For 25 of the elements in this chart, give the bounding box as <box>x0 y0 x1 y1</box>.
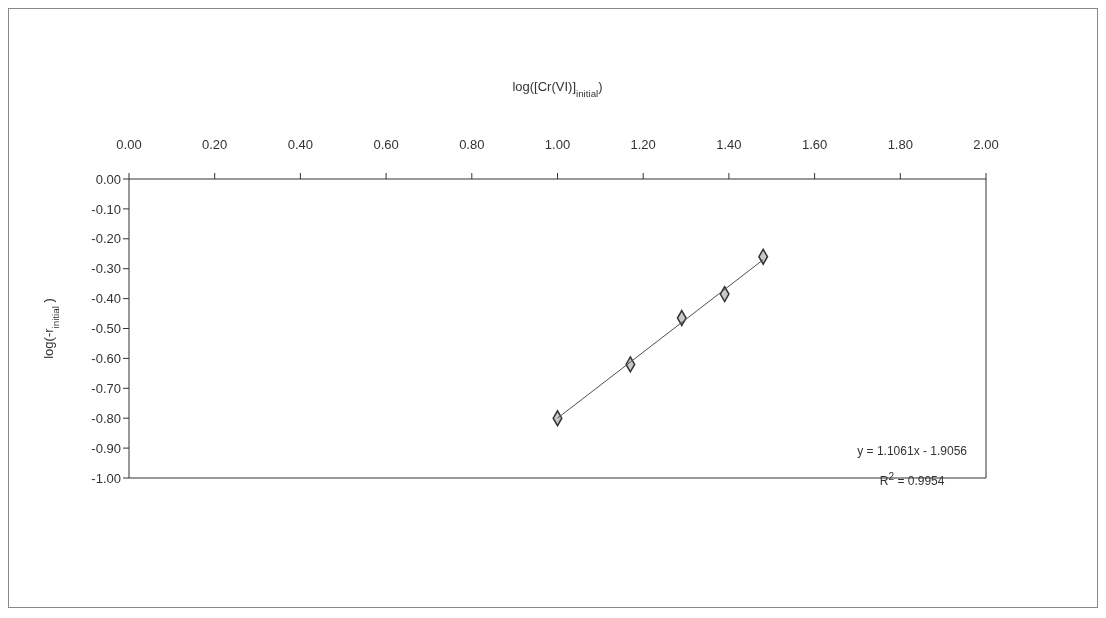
annotation: R$^{2}$ = 0.9954 <box>878 470 946 490</box>
x-tick-label: 0.80 <box>459 137 485 152</box>
x-axis-title: log([Cr(VI)]$_{initial}$) <box>512 79 603 99</box>
y-tick-label: -0.20 <box>91 231 121 247</box>
x-tick-label: 0.40 <box>287 137 314 152</box>
x-tick-label: 1.80 <box>887 137 913 152</box>
x-tick-label: 0.20 <box>202 137 228 152</box>
x-tick-label: 1.40 <box>716 137 742 152</box>
y-tick-label: -0.40 <box>91 291 121 307</box>
x-tick-label: 2.00 <box>973 137 999 152</box>
x-tick-label: 1.00 <box>544 137 571 152</box>
y-tick-label: -1.00 <box>91 470 121 486</box>
y-tick-label: -0.90 <box>91 440 121 456</box>
annotation: y = 1.1061x - 1.9056 <box>857 443 967 460</box>
y-tick-label: -0.70 <box>91 380 121 396</box>
x-tick-label: 1.60 <box>801 137 828 152</box>
x-tick-label: 0.00 <box>116 137 142 152</box>
x-tick-label: 1.20 <box>630 137 656 152</box>
x-tick-label: 0.60 <box>373 137 399 152</box>
y-tick-label: -0.80 <box>91 410 121 426</box>
y-tick-label: -0.10 <box>91 201 121 217</box>
y-tick-label: -0.50 <box>91 321 121 337</box>
y-tick-label: 0.00 <box>95 171 121 187</box>
y-tick-label: -0.60 <box>91 351 121 367</box>
y-tick-label: -0.30 <box>91 261 121 277</box>
